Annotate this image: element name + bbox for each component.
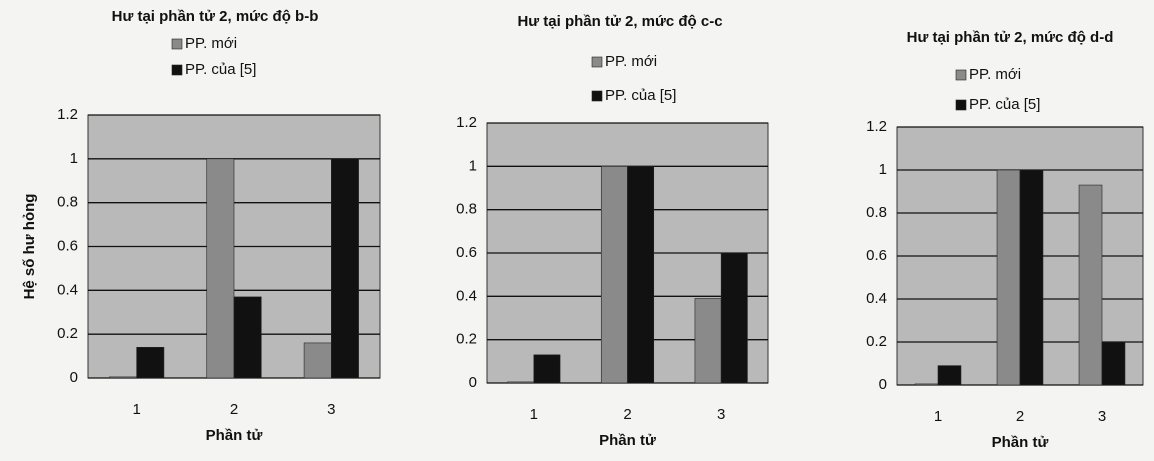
legend-label: PP. mới — [969, 66, 1021, 83]
y-tick-label: 0.2 — [456, 331, 477, 348]
y-axis-label: Hệ số hư hỏng — [21, 194, 38, 300]
bar — [1019, 169, 1044, 386]
y-tick-label: 0.8 — [57, 194, 78, 211]
legend-label: PP. mới — [605, 53, 657, 70]
y-tick-label: 1.2 — [866, 118, 887, 135]
y-tick-label: 0.8 — [456, 201, 477, 218]
legend-label: PP. của [5] — [969, 96, 1040, 113]
x-tick-label: 1 — [934, 408, 942, 425]
bar — [600, 166, 628, 384]
y-tick-label: 0.4 — [866, 290, 887, 307]
y-tick-label: 0.2 — [866, 333, 887, 350]
y-tick-label: 0.6 — [866, 247, 887, 264]
x-tick-label: 2 — [230, 401, 238, 418]
x-tick-label: 2 — [1016, 408, 1024, 425]
bar — [206, 158, 235, 379]
x-tick-label: 2 — [623, 406, 631, 423]
bar — [109, 376, 137, 379]
y-tick-label: 0.6 — [57, 237, 78, 254]
legend-swatch — [955, 99, 967, 111]
y-tick-label: 1.2 — [456, 114, 477, 131]
bar — [233, 296, 262, 379]
y-tick-label: 1 — [70, 150, 78, 167]
x-tick-label: 3 — [327, 401, 335, 418]
bar — [996, 169, 1021, 386]
chart-title: Hư tại phần tử 2, mức độ b-b — [112, 8, 319, 25]
legend-label: PP. mới — [185, 35, 237, 52]
bar — [136, 347, 165, 379]
y-tick-label: 0 — [70, 369, 78, 386]
x-tick-label: 1 — [132, 401, 140, 418]
bar — [331, 158, 359, 379]
y-tick-label: 0 — [469, 374, 477, 391]
chart-title: Hư tại phần tử 2, mức độ c-c — [517, 13, 722, 30]
legend-swatch — [171, 64, 183, 76]
x-tick-label: 1 — [530, 406, 538, 423]
y-tick-label: 0.4 — [57, 281, 78, 298]
legend-swatch — [591, 56, 603, 68]
x-axis-label: Phần tử — [599, 432, 656, 449]
x-axis-label: Phần tử — [992, 434, 1049, 451]
y-tick-label: 0.4 — [456, 287, 477, 304]
bar — [303, 342, 332, 379]
bar — [720, 252, 748, 384]
bar — [627, 166, 655, 384]
x-tick-label: 3 — [1098, 408, 1106, 425]
bar — [694, 298, 722, 384]
y-tick-label: 0.2 — [57, 325, 78, 342]
bar — [1101, 341, 1126, 386]
y-tick-label: 0.6 — [456, 244, 477, 261]
legend-swatch — [955, 69, 967, 81]
legend-swatch — [171, 38, 183, 50]
chart-title: Hư tại phần tử 2, mức độ d-d — [907, 29, 1114, 46]
bar — [533, 354, 561, 384]
bar — [937, 365, 962, 386]
y-tick-label: 1.2 — [57, 106, 78, 123]
y-tick-label: 0.8 — [866, 204, 887, 221]
x-tick-label: 3 — [717, 406, 725, 423]
bar — [914, 383, 939, 386]
bar — [1078, 184, 1103, 386]
y-tick-label: 1 — [879, 161, 887, 178]
legend-label: PP. của [5] — [605, 87, 676, 104]
y-tick-label: 0 — [879, 376, 887, 393]
legend-label: PP. của [5] — [185, 61, 256, 78]
y-tick-label: 1 — [469, 157, 477, 174]
x-axis-label: Phần tử — [206, 427, 263, 444]
legend-swatch — [591, 90, 603, 102]
bar — [507, 381, 535, 384]
